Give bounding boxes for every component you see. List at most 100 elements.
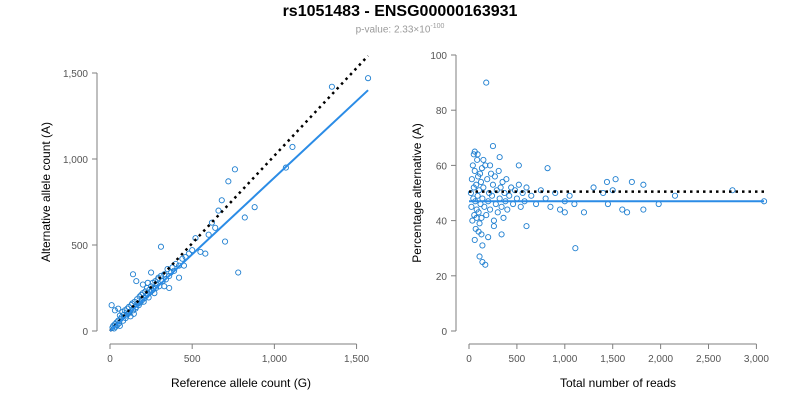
right-data-point xyxy=(504,206,511,213)
right-data-point xyxy=(500,214,507,221)
right-data-point xyxy=(544,165,551,172)
right-data-point xyxy=(556,206,564,213)
right-data-point xyxy=(479,242,486,249)
right-data-point xyxy=(473,214,480,221)
right-data-point xyxy=(497,184,504,191)
left-data-point xyxy=(166,272,173,280)
left-data-point xyxy=(115,305,122,312)
right-data-point xyxy=(729,187,736,194)
right-data-point xyxy=(479,258,486,266)
right-data-point xyxy=(496,154,503,161)
left-data-point xyxy=(328,83,335,90)
right-data-point xyxy=(523,184,530,191)
right-y-tick-label: 60 xyxy=(436,161,448,172)
left-data-point xyxy=(162,276,169,283)
right-y-tick-label: 40 xyxy=(436,217,448,228)
left-data-point xyxy=(212,224,219,231)
right-data-point xyxy=(478,165,485,172)
right-data-point xyxy=(572,245,579,252)
right-data-point xyxy=(475,209,482,216)
right-data-point xyxy=(470,151,477,158)
left-data-point xyxy=(231,166,238,173)
right-data-point xyxy=(640,181,647,188)
left-data-point xyxy=(108,302,115,309)
right-x-tick-label: 500 xyxy=(509,354,526,365)
right-data-point xyxy=(506,192,513,199)
left-y-tick-label: 1,500 xyxy=(63,69,88,80)
right-data-point xyxy=(523,223,530,230)
left-data-point xyxy=(148,269,155,276)
right-y-tick-label: 20 xyxy=(436,272,448,283)
right-data-point xyxy=(474,156,481,163)
left-data-point xyxy=(251,204,258,211)
right-y-tick-label: 80 xyxy=(436,106,448,117)
right-data-point xyxy=(476,253,483,260)
left-data-point xyxy=(202,250,209,257)
p-value-prefix: p-value: xyxy=(355,24,394,36)
left-data-point xyxy=(171,267,178,274)
p-value-exponent: -100 xyxy=(430,23,445,30)
right-data-point xyxy=(474,151,481,158)
right-data-point xyxy=(628,178,635,186)
left-data-point xyxy=(133,278,140,285)
left-data-point xyxy=(215,207,222,214)
right-data-point xyxy=(612,176,619,183)
right-x-tick-label: 2,000 xyxy=(648,354,673,365)
right-data-point xyxy=(495,167,502,174)
right-data-point xyxy=(476,187,483,194)
chart-title: rs1051483 - ENSG00000163931 xyxy=(282,3,518,20)
left-data-point xyxy=(179,255,186,262)
right-data-point xyxy=(547,203,554,210)
left-x-tick-label: 1,500 xyxy=(344,354,369,365)
right-data-point xyxy=(580,209,588,216)
right-data-point xyxy=(498,203,505,210)
right-data-point xyxy=(476,170,484,177)
left-x-axis-label: Reference allele count (G) xyxy=(171,376,311,390)
left-y-axis-label: Alternative allele count (A) xyxy=(39,122,53,262)
right-data-point xyxy=(490,217,497,224)
right-x-tick-label: 1,500 xyxy=(600,354,625,365)
right-x-tick-label: 2,500 xyxy=(696,354,721,365)
right-data-point xyxy=(640,206,647,213)
right-data-point xyxy=(469,217,476,224)
left-data-point xyxy=(235,269,242,276)
left-x-tick-label: 0 xyxy=(107,354,113,365)
right-data-point xyxy=(489,143,497,150)
left-x-tick-label: 1,000 xyxy=(262,354,287,365)
left-x-tick-label: 500 xyxy=(184,354,201,365)
left-y-tick-label: 500 xyxy=(71,241,88,252)
right-data-point xyxy=(494,209,501,216)
right-x-tick-label: 0 xyxy=(466,354,472,365)
right-data-point xyxy=(501,189,508,197)
left-data-point xyxy=(218,197,225,204)
right-y-tick-label: 100 xyxy=(430,51,447,62)
right-data-point xyxy=(477,178,485,186)
right-data-point xyxy=(468,203,475,210)
right-data-point xyxy=(515,181,522,188)
right-data-point xyxy=(478,231,485,238)
right-data-point xyxy=(485,234,492,241)
left-data-point xyxy=(152,284,160,292)
right-data-point xyxy=(490,223,497,230)
left-y-tick-label: 1,000 xyxy=(63,155,88,166)
left-fit-line xyxy=(109,89,369,332)
right-data-point xyxy=(624,209,631,216)
left-data-point xyxy=(175,274,183,281)
right-data-point xyxy=(528,192,535,199)
right-data-point xyxy=(480,156,487,163)
right-data-point xyxy=(619,206,626,213)
left-data-point xyxy=(129,271,137,278)
left-data-point xyxy=(205,231,212,238)
right-data-point xyxy=(489,181,497,188)
left-data-point xyxy=(222,238,229,245)
right-x-tick-label: 1,000 xyxy=(552,354,577,365)
right-x-axis-label: Total number of reads xyxy=(560,376,676,390)
chart-subtitle: p-value: 2.33×10-100 xyxy=(0,23,800,35)
right-data-point xyxy=(487,162,494,169)
left-data-point xyxy=(365,75,372,82)
right-data-point xyxy=(561,209,568,216)
right-data-point xyxy=(590,184,597,191)
right-data-point xyxy=(503,176,510,183)
right-data-point xyxy=(471,236,478,243)
